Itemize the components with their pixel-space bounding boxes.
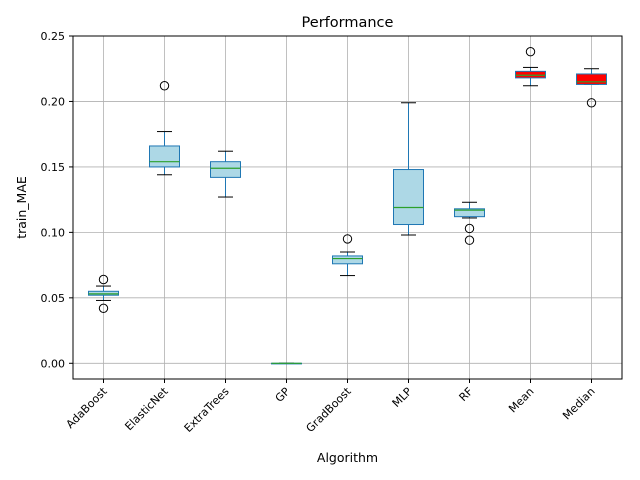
box-gradboost	[332, 234, 363, 277]
outlier-point	[464, 223, 475, 234]
box-body	[454, 208, 485, 218]
y-tick-label: 0.00	[41, 357, 66, 370]
box-elasticnet	[149, 81, 180, 176]
box-mlp	[393, 102, 424, 236]
box-body	[210, 161, 241, 178]
outlier-point	[98, 274, 109, 285]
x-axis-label: Algorithm	[317, 450, 378, 465]
chart-title: Performance	[302, 15, 394, 31]
box-adaboost	[88, 274, 119, 314]
box-body	[88, 290, 119, 296]
box-gp	[271, 362, 302, 365]
box-rf	[454, 201, 485, 245]
box-layer	[88, 47, 607, 365]
box-median	[576, 68, 607, 108]
outlier-point	[525, 47, 536, 57]
y-axis-label: train_MAE	[14, 176, 29, 239]
y-tick-label: 0.05	[41, 292, 66, 305]
y-tick-label: 0.15	[41, 161, 66, 174]
box-body	[149, 145, 180, 168]
outlier-point	[159, 81, 170, 91]
y-tick-label: 0.20	[41, 95, 66, 108]
box-mean	[515, 47, 546, 87]
outlier-point	[464, 235, 475, 245]
outlier-point	[98, 303, 109, 314]
y-tick-label: 0.10	[41, 226, 66, 239]
box-body	[576, 73, 607, 85]
box-body	[515, 70, 546, 79]
outlier-point	[586, 98, 597, 108]
box-body	[393, 169, 424, 226]
y-tick-label: 0.25	[41, 30, 66, 43]
box-extratrees	[210, 150, 241, 198]
outlier-point	[342, 234, 353, 244]
box-body	[332, 255, 363, 265]
